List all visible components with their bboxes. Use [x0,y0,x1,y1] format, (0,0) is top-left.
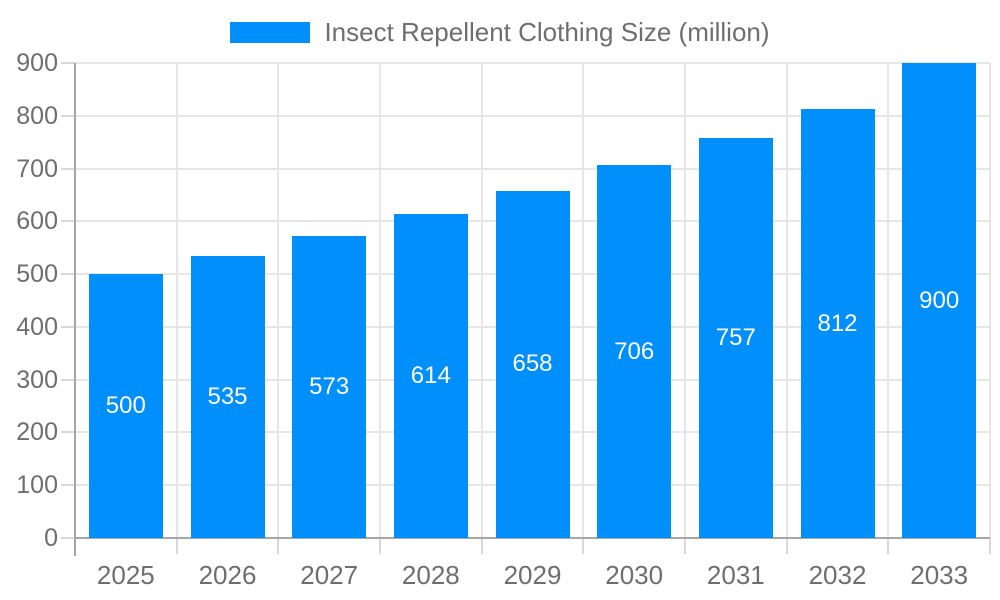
x-tick-label: 2032 [808,560,867,590]
y-tick [61,114,75,117]
x-axis-line [75,537,990,539]
y-tick [61,62,75,64]
v-gridline [785,63,788,538]
v-gridline [989,63,991,538]
x-tick [480,538,483,554]
v-gridline [582,63,585,538]
x-tick-label: 2029 [503,560,562,590]
v-gridline [887,63,890,538]
bar-value-label: 535 [207,382,248,410]
v-gridline [175,63,178,538]
x-tick-label: 2025 [96,560,155,590]
bar: 706 [597,165,672,538]
legend-swatch-icon [230,21,311,43]
y-tick-label: 100 [16,471,58,500]
x-tick-label: 2033 [910,560,969,590]
bar: 535 [190,255,265,538]
bar-value-label: 658 [512,350,553,378]
y-tick-label: 500 [16,260,58,289]
y-tick-label: 700 [16,154,58,183]
x-tick-label: 2027 [300,560,359,590]
bar: 614 [393,213,468,538]
v-gridline [379,63,381,538]
y-tick [61,273,75,276]
y-axis-line [74,63,76,556]
bar-value-label: 812 [817,309,858,337]
legend-label: Insect Repellent Clothing Size (million) [324,17,770,47]
bar: 658 [495,190,570,538]
y-tick [61,167,75,170]
y-tick-label: 300 [16,365,58,394]
y-tick-label: 200 [16,418,58,447]
legend[interactable]: Insect Repellent Clothing Size (million) [0,16,1000,48]
y-tick [61,325,75,328]
bar-value-label: 573 [309,372,350,400]
y-tick [61,484,75,487]
v-gridline [480,63,483,538]
h-gridline [75,167,990,170]
bar-value-label: 757 [715,324,756,352]
v-gridline [277,63,280,538]
h-gridline [75,114,990,117]
bar: 573 [292,235,367,538]
bar-value-label: 706 [614,337,655,365]
x-tick [379,538,381,554]
bar: 500 [88,274,163,538]
bar: 812 [800,109,875,538]
y-tick [61,220,75,223]
bar-value-label: 500 [105,392,146,420]
x-tick [887,538,890,554]
bar-value-label: 614 [410,361,451,389]
y-tick-label: 900 [16,49,58,77]
y-tick [61,537,75,539]
v-gridline [684,63,686,538]
y-tick [61,378,75,381]
x-tick [684,538,686,554]
x-tick-label: 2030 [605,560,664,590]
y-tick-label: 800 [16,101,58,130]
x-tick [785,538,788,554]
x-tick [989,538,991,554]
x-tick [582,538,585,554]
x-tick-label: 2026 [198,560,257,590]
h-gridline [75,62,990,64]
y-tick-label: 0 [44,524,58,552]
x-tick [277,538,280,554]
x-tick-label: 2031 [706,560,765,590]
y-tick [61,431,75,434]
bar: 757 [698,138,773,538]
bar: 900 [902,63,977,538]
x-tick-label: 2028 [401,560,460,590]
x-tick [175,538,178,554]
y-tick-label: 600 [16,207,58,236]
bar-value-label: 900 [919,286,960,314]
y-tick-label: 400 [16,312,58,341]
